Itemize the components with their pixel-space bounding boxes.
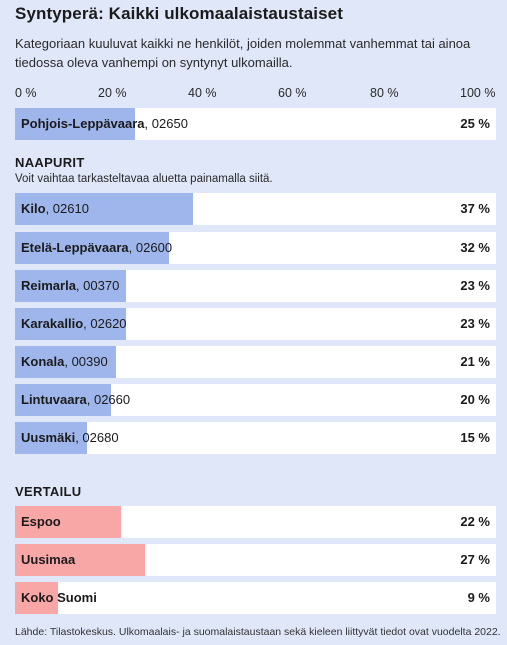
postal-code: , 02660 xyxy=(86,392,131,407)
x-tick-label: 60 % xyxy=(278,86,307,100)
bar-label: Konala, 00390 xyxy=(21,346,108,378)
chart-subtitle: Kategoriaan kuuluvat kaikki ne henkilöt,… xyxy=(15,36,471,70)
bar-label: Uusmäki, 02680 xyxy=(21,422,119,454)
bar xyxy=(15,544,145,576)
bar-label: Koko Suomi xyxy=(21,582,97,614)
postal-code: , 02650 xyxy=(144,116,188,131)
area-name: Pohjois-Leppävaara xyxy=(21,116,145,131)
neighbors-heading: NAAPURIT xyxy=(15,155,85,170)
x-tick-label: 40 % xyxy=(188,86,217,100)
bar xyxy=(15,232,169,264)
bar-row: Espoo 22 % xyxy=(15,506,496,538)
bar xyxy=(15,270,126,302)
area-name: Karakallio xyxy=(21,316,84,331)
postal-code: , 02620 xyxy=(83,316,127,331)
bar xyxy=(15,506,121,538)
postal-code: , 02610 xyxy=(45,201,89,216)
bar-row[interactable]: Uusmäki, 02680 15 % xyxy=(15,422,496,454)
bar-label: Kilo, 02610 xyxy=(21,193,89,225)
bar-row[interactable]: Kilo, 02610 37 % xyxy=(15,193,496,225)
area-name: Kilo xyxy=(21,201,46,216)
bar-row[interactable]: Lintuvaara, 02660 20 % xyxy=(15,384,496,416)
bar xyxy=(15,108,136,140)
bar-row[interactable]: Karakallio, 02620 23 % xyxy=(15,308,496,340)
area-name: Reimarla xyxy=(21,278,76,293)
area-name: Koko Suomi xyxy=(21,590,97,605)
value-label: 25 % xyxy=(460,116,490,131)
bar xyxy=(15,422,88,454)
bar-row[interactable]: Konala, 00390 21 % xyxy=(15,346,496,378)
chart-title: Syntyperä: Kaikki ulkomaalaistaustaiset xyxy=(15,4,343,23)
value-label: 9 % xyxy=(467,590,490,605)
bar-label: Lintuvaara, 02660 xyxy=(21,384,130,416)
value-label: 21 % xyxy=(460,354,490,369)
bar xyxy=(15,193,193,225)
bar-label: Uusimaa xyxy=(21,544,75,576)
bar-row: Pohjois-Leppävaara, 02650 25 % xyxy=(15,108,496,140)
area-name: Konala xyxy=(21,354,65,369)
postal-code: , 02680 xyxy=(75,430,119,445)
value-label: 23 % xyxy=(460,316,490,331)
bar xyxy=(15,308,126,340)
value-label: 20 % xyxy=(460,392,490,407)
postal-code: , 00370 xyxy=(75,278,120,293)
bar xyxy=(15,384,112,416)
value-label: 27 % xyxy=(460,552,490,567)
value-label: 37 % xyxy=(460,201,490,216)
comparison-heading: VERTAILU xyxy=(15,484,82,499)
area-name: Etelä-Leppävaara xyxy=(21,240,129,255)
area-name: Uusmäki xyxy=(21,430,76,445)
x-tick-label: 100 % xyxy=(460,86,496,100)
postal-code: , 02600 xyxy=(128,240,173,255)
neighbors-hint: Voit vaihtaa tarkasteltavaa aluetta pain… xyxy=(15,173,273,185)
bar-label: Espoo xyxy=(21,506,61,538)
value-label: 32 % xyxy=(460,240,490,255)
source-footer: Lähde: Tilastokeskus. Ulkomaalais- ja su… xyxy=(15,626,501,638)
bar-row: Uusimaa 27 % xyxy=(15,544,496,576)
bar-label: Pohjois-Leppävaara, 02650 xyxy=(21,108,188,140)
area-name: Lintuvaara xyxy=(21,392,87,407)
area-name: Espoo xyxy=(21,514,61,529)
bar-label: Etelä-Leppävaara, 02600 xyxy=(21,232,172,264)
bar-label: Karakallio, 02620 xyxy=(21,308,127,340)
x-tick-label: 80 % xyxy=(370,86,399,100)
bar-row: Koko Suomi 9 % xyxy=(15,582,496,614)
value-label: 15 % xyxy=(460,430,490,445)
bar-row[interactable]: Reimarla, 00370 23 % xyxy=(15,270,496,302)
value-label: 22 % xyxy=(460,514,490,529)
x-tick-label: 20 % xyxy=(98,86,127,100)
bar-row[interactable]: Etelä-Leppävaara, 02600 32 % xyxy=(15,232,496,264)
area-name: Uusimaa xyxy=(21,552,76,567)
postal-code: , 00390 xyxy=(64,354,108,369)
x-tick-label: 0 % xyxy=(15,86,37,100)
bar-label: Reimarla, 00370 xyxy=(21,270,119,302)
bar xyxy=(15,346,116,378)
value-label: 23 % xyxy=(460,278,490,293)
bar xyxy=(15,582,59,614)
